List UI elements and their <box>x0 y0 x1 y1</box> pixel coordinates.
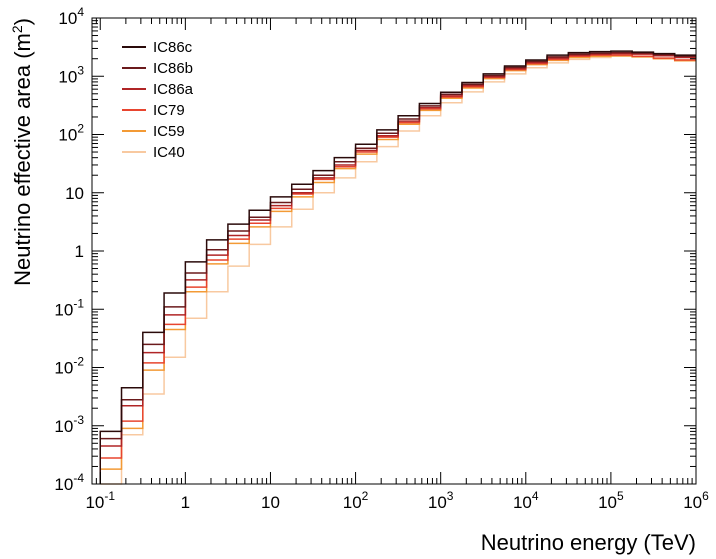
y-tick-label: 102 <box>58 122 84 145</box>
x-tick-label: 102 <box>343 489 369 512</box>
y-axis-title-main: Neutrino effective area (m <box>10 33 35 286</box>
axis-ticks <box>91 17 697 485</box>
series-ic79 <box>99 54 696 484</box>
y-tick-label: 10-2 <box>54 355 84 378</box>
x-tick-label: 10-1 <box>85 489 115 512</box>
series-curves <box>99 50 696 485</box>
y-axis-title: Neutrino effective area (m2) <box>9 18 35 286</box>
x-tick-label: 103 <box>428 489 454 512</box>
x-tick-label: 104 <box>513 489 539 512</box>
legend-label-ic86c: IC86c <box>153 39 193 56</box>
legend-label-ic86a: IC86a <box>153 81 194 98</box>
y-tick-label: 10-3 <box>54 413 84 436</box>
legend-label-ic86b: IC86b <box>153 60 193 77</box>
y-tick-label: 10 <box>65 184 84 203</box>
legend-label-ic79: IC79 <box>153 102 185 119</box>
x-tick-label: 1 <box>181 493 190 512</box>
y-tick-label: 10-1 <box>54 296 84 319</box>
legend-label-ic59: IC59 <box>153 123 185 140</box>
y-axis-title-sup: 2 <box>9 25 25 33</box>
y-tick-label: 10-4 <box>54 471 84 494</box>
x-tick-label: 10 <box>261 493 280 512</box>
legend: IC86c IC86b IC86a IC79 IC59 IC40 <box>122 39 194 161</box>
legend-label-ic40: IC40 <box>153 144 185 161</box>
series-ic86b <box>99 51 696 484</box>
x-tick-label: 105 <box>598 489 624 512</box>
y-tick-label: 103 <box>58 63 84 86</box>
y-axis-title-close: ) <box>10 18 35 25</box>
y-tick-label: 1 <box>75 242 84 261</box>
y-tick-label: 104 <box>58 5 84 28</box>
tick-labels: 10-1 1 10 102 103 104 105 106 10-4 10-3 10-2 10-1 1 1… <box>54 5 709 512</box>
x-tick-label: 106 <box>683 489 709 512</box>
series-ic86c <box>99 50 696 484</box>
x-axis-title: Neutrino energy (TeV) <box>481 530 696 555</box>
